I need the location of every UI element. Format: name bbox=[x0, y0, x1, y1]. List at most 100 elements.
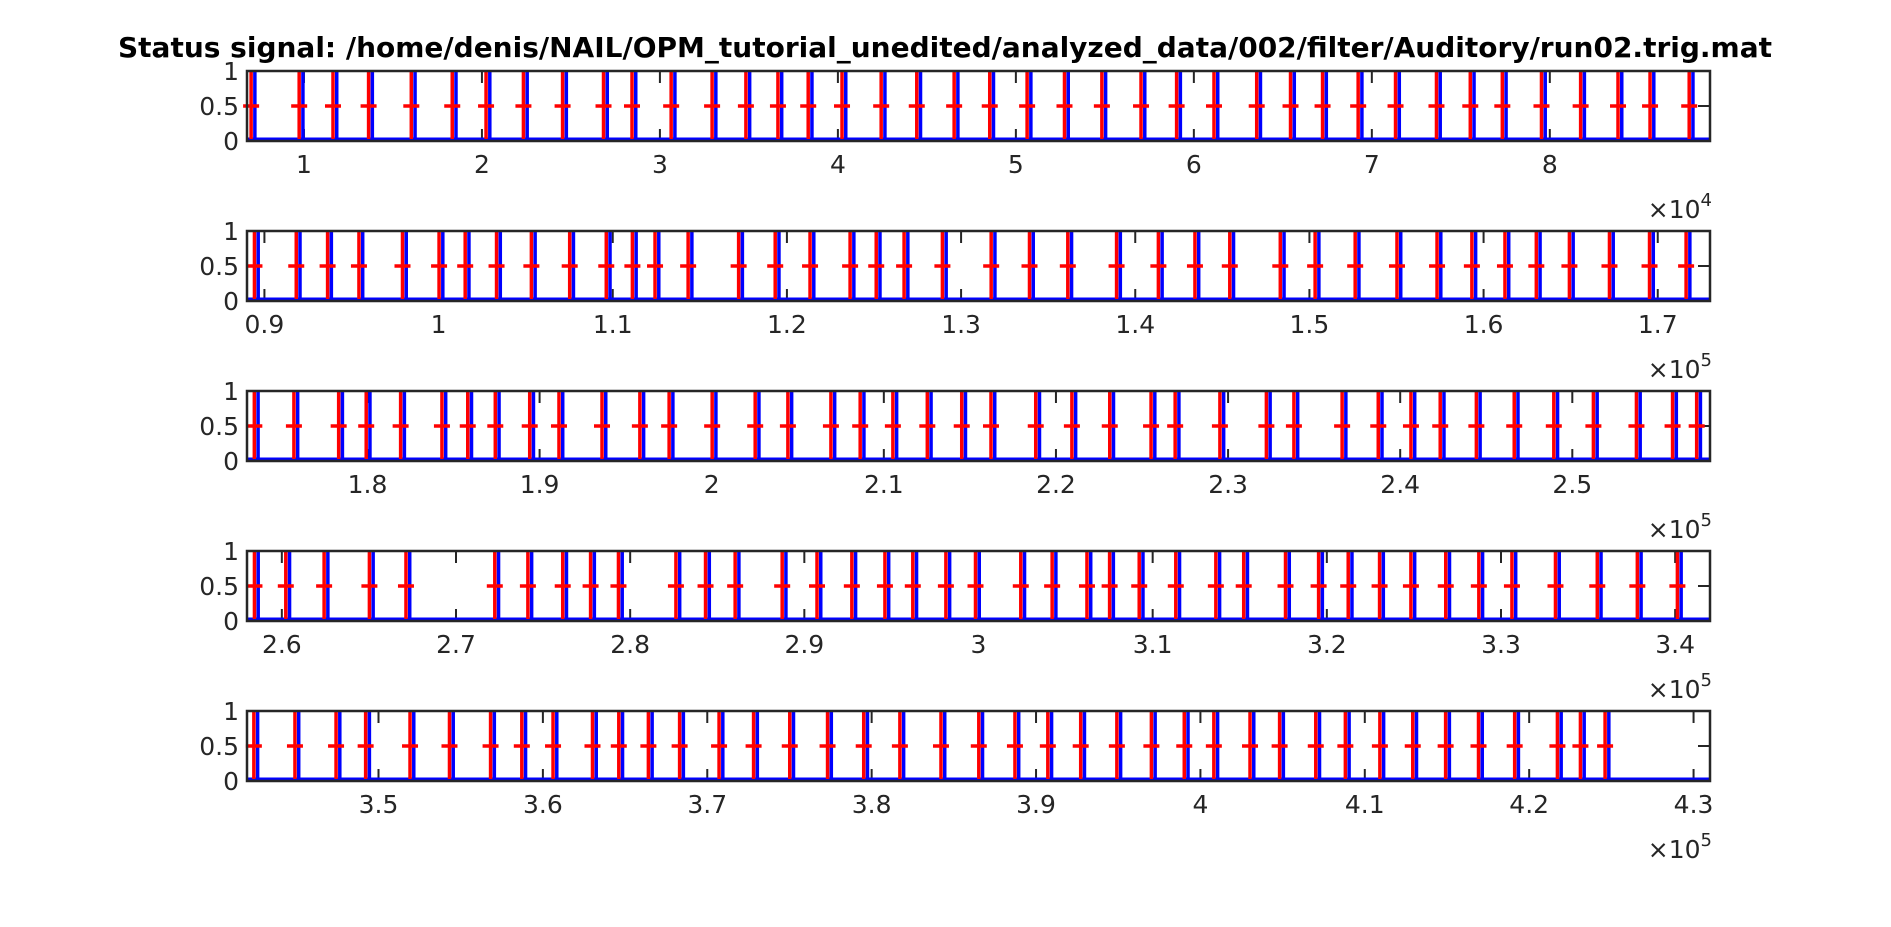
trigger-marker bbox=[623, 71, 640, 139]
x-tick-label: 1.9 bbox=[520, 470, 560, 499]
y-tick-label: 0 bbox=[223, 447, 239, 476]
trigger-marker bbox=[397, 551, 414, 619]
trigger-marker bbox=[1211, 391, 1228, 459]
trigger-marker bbox=[523, 231, 540, 299]
trigger-marker bbox=[1307, 711, 1324, 779]
trigger-marker bbox=[584, 711, 601, 779]
trigger-marker bbox=[781, 711, 798, 779]
trigger-marker bbox=[1143, 711, 1160, 779]
trigger-marker bbox=[358, 391, 375, 459]
trigger-marker bbox=[727, 551, 744, 619]
trigger-marker bbox=[1496, 231, 1513, 299]
x-tick-label: 1 bbox=[296, 150, 312, 179]
trigger-marker bbox=[624, 231, 641, 299]
trigger-marker bbox=[745, 711, 762, 779]
y-tick-label: 0.5 bbox=[199, 572, 239, 601]
x-tick-label: 3 bbox=[971, 630, 987, 659]
trigger-marker bbox=[478, 71, 495, 139]
trigger-marker bbox=[774, 551, 791, 619]
trigger-marker bbox=[595, 71, 612, 139]
x-tick-label: 4 bbox=[1192, 790, 1208, 819]
trigger-marker bbox=[983, 231, 1000, 299]
subplot-panel-5: 3.5 3.6 3.7 3.8 3.9 4 4.1 4.2 4.3 0 0.5 1 ×105 bbox=[199, 697, 1713, 864]
trigger-marker bbox=[550, 391, 567, 459]
y-tick-label: 1 bbox=[223, 217, 239, 246]
trigger-marker bbox=[1310, 551, 1327, 619]
trigger-marker bbox=[285, 391, 302, 459]
trigger-marker bbox=[661, 391, 678, 459]
trigger-marker bbox=[937, 551, 954, 619]
trigger-marker bbox=[1387, 71, 1404, 139]
x-tick-label: 1 bbox=[431, 310, 447, 339]
subplot-panel-3: 1.8 1.9 2 2.1 2.2 2.3 2.4 2.5 0 0.5 1 ×105 bbox=[199, 377, 1712, 544]
trigger-marker bbox=[1242, 711, 1259, 779]
trigger-marker bbox=[932, 711, 949, 779]
trigger-marker bbox=[663, 71, 680, 139]
x-tick-label: 7 bbox=[1364, 150, 1380, 179]
trigger-marker bbox=[431, 231, 448, 299]
trigger-marker bbox=[1221, 231, 1238, 299]
x-tick-label: 2.3 bbox=[1208, 470, 1248, 499]
x-tick-label: 3.1 bbox=[1133, 630, 1173, 659]
x-tick-label: 2.8 bbox=[610, 630, 650, 659]
x-tick-label: 1.5 bbox=[1290, 310, 1330, 339]
x-tick-label: 1.2 bbox=[767, 310, 807, 339]
trigger-marker bbox=[1572, 711, 1589, 779]
x-tick-label: 6 bbox=[1186, 150, 1202, 179]
trigger-marker bbox=[286, 711, 303, 779]
trigger-marker bbox=[671, 711, 688, 779]
trigger-marker bbox=[441, 711, 458, 779]
y-tick-label: 0 bbox=[223, 767, 239, 796]
trigger-marker bbox=[1167, 551, 1184, 619]
trigger-marker bbox=[747, 391, 764, 459]
trigger-marker bbox=[1432, 391, 1449, 459]
trigger-marker bbox=[1494, 71, 1511, 139]
axes-frame bbox=[245, 229, 1712, 303]
trigger-marker bbox=[868, 231, 885, 299]
trigger-marker bbox=[1642, 71, 1659, 139]
trigger-marker bbox=[982, 391, 999, 459]
trigger-marker bbox=[1628, 391, 1645, 459]
trigger-marker bbox=[908, 71, 925, 139]
trigger-marker bbox=[896, 231, 913, 299]
trigger-marker bbox=[1235, 551, 1252, 619]
subplot-panel-2: 0.9 1 1.1 1.2 1.3 1.4 1.5 1.6 1.7 0 0.5 1 ×105 bbox=[199, 217, 1712, 384]
x-exponent-label: ×105 bbox=[1648, 350, 1712, 384]
trigger-marker bbox=[1101, 551, 1118, 619]
x-tick-label: 8 bbox=[1542, 150, 1558, 179]
trigger-marker bbox=[809, 551, 826, 619]
trigger-marker bbox=[802, 231, 819, 299]
trigger-marker bbox=[403, 71, 420, 139]
trigger-marker bbox=[1547, 551, 1564, 619]
trigger-marker bbox=[360, 71, 377, 139]
y-tick-label: 1 bbox=[223, 537, 239, 566]
x-tick-label: 3.4 bbox=[1655, 630, 1695, 659]
x-tick-label: 2 bbox=[474, 150, 490, 179]
trigger-marker bbox=[737, 71, 754, 139]
trigger-marker bbox=[1272, 231, 1289, 299]
trigger-marker bbox=[647, 231, 664, 299]
x-tick-label: 3.3 bbox=[1481, 630, 1521, 659]
x-tick-label: 2.9 bbox=[784, 630, 824, 659]
x-tick-label: 3.9 bbox=[1016, 790, 1056, 819]
trigger-marker bbox=[488, 231, 505, 299]
trigger-marker bbox=[852, 391, 869, 459]
trigger-marker bbox=[1337, 711, 1354, 779]
x-tick-label: 2.6 bbox=[262, 630, 302, 659]
trigger-marker bbox=[1131, 551, 1148, 619]
trigger-marker bbox=[1044, 551, 1061, 619]
trigger-marker bbox=[697, 551, 714, 619]
trigger-marker bbox=[1168, 71, 1185, 139]
y-tick-label: 0 bbox=[223, 607, 239, 636]
trigger-marker bbox=[1388, 231, 1405, 299]
trigger-marker bbox=[277, 551, 294, 619]
trigger-marker bbox=[1533, 71, 1550, 139]
trigger-marker bbox=[1271, 711, 1288, 779]
x-tick-label: 3.5 bbox=[359, 790, 399, 819]
trigger-marker bbox=[554, 551, 571, 619]
trigger-marker bbox=[730, 231, 747, 299]
trigger-marker bbox=[291, 71, 308, 139]
trigger-marker bbox=[855, 711, 872, 779]
trigger-marker bbox=[1186, 231, 1203, 299]
subplot-panel-1: 1 2 3 4 5 6 7 8 0 0.5 1 ×104 bbox=[199, 57, 1712, 224]
